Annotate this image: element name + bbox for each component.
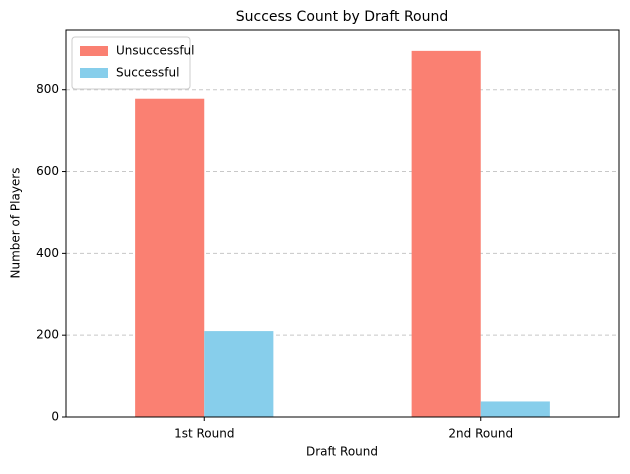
chart-title: Success Count by Draft Round <box>236 9 449 25</box>
bar <box>204 331 274 417</box>
legend-label: Unsuccessful <box>116 44 195 58</box>
legend-label: Successful <box>116 66 179 80</box>
x-axis-label: Draft Round <box>306 445 378 459</box>
y-tick-label: 800 <box>36 82 59 96</box>
legend-swatch <box>80 68 108 78</box>
x-tick-label: 2nd Round <box>448 427 513 441</box>
y-tick-label: 600 <box>36 164 59 178</box>
x-tick-label: 1st Round <box>174 427 234 441</box>
y-axis-label: Number of Players <box>9 168 23 279</box>
legend-swatch <box>80 46 108 56</box>
y-tick-label: 200 <box>36 328 59 342</box>
plot-frame <box>65 29 620 418</box>
bar <box>411 50 481 417</box>
bar <box>135 98 205 418</box>
y-tick-label: 0 <box>51 410 59 424</box>
y-tick-label: 400 <box>36 246 59 260</box>
bar <box>480 401 550 417</box>
